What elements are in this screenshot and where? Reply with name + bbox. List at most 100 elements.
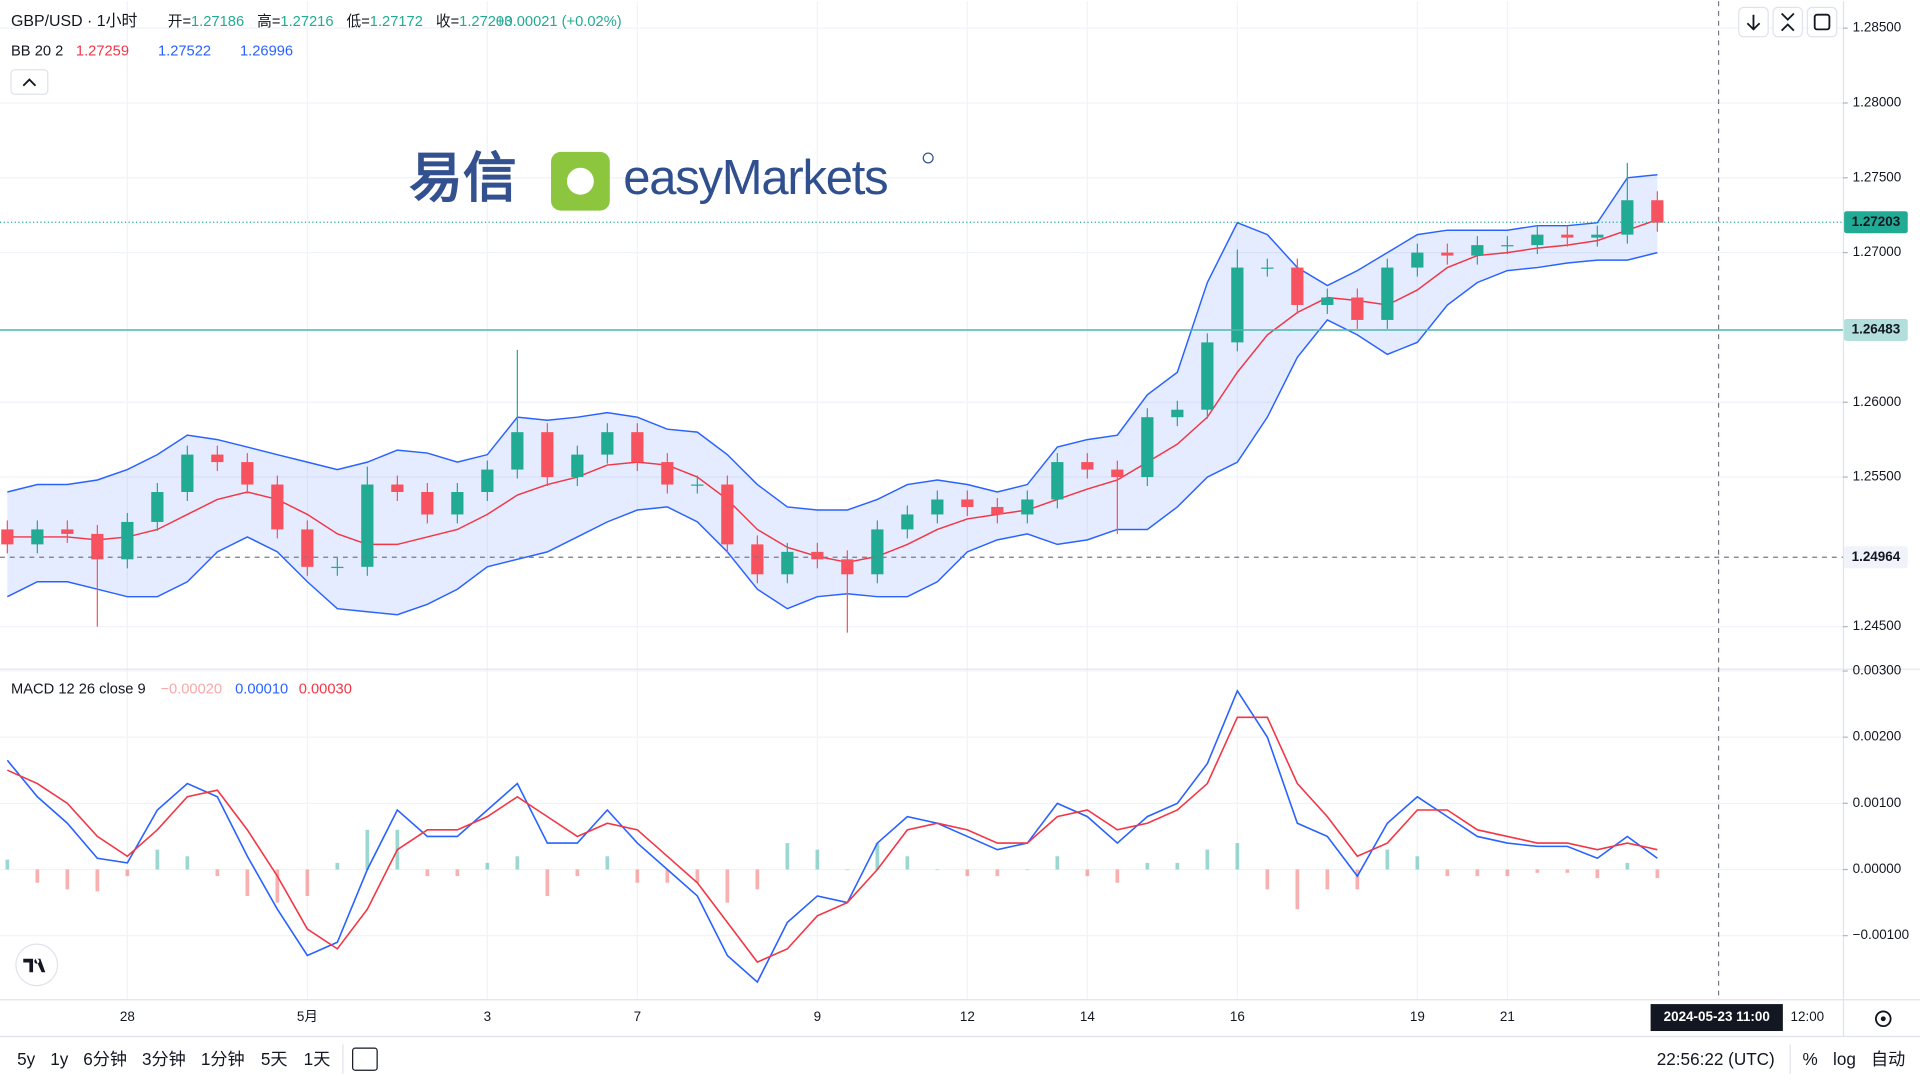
axis-option[interactable]: % (1802, 1049, 1817, 1069)
y-tick-label: 1.24500 (1853, 618, 1902, 633)
macd-histogram-bar (1535, 869, 1540, 873)
macd-histogram-bar (1355, 869, 1360, 890)
maximize-button[interactable] (1806, 6, 1838, 38)
range-button[interactable]: 5天 (261, 1049, 288, 1069)
candle-body (991, 506, 1004, 515)
y-tick-label: 0.00000 (1853, 861, 1902, 876)
macd-histogram-bar (155, 849, 160, 870)
candle-body (901, 514, 914, 530)
logo-dot (566, 167, 594, 195)
y-tick-label: 0.00100 (1853, 795, 1902, 810)
macd-histogram-bar (485, 862, 490, 870)
tv-logo-frame[interactable] (15, 943, 59, 987)
candle-body (421, 492, 434, 515)
last-price-badge (1844, 211, 1908, 234)
macd-histogram-bar (605, 856, 610, 870)
macd-histogram-bar (1175, 862, 1180, 870)
candle-body (1441, 252, 1454, 256)
ohlc-item: 收=1.27203 (436, 13, 512, 30)
bb-band-line (7, 174, 1658, 511)
candle-body (601, 432, 614, 455)
candle-body (1261, 267, 1274, 269)
ohlc-item: 低=1.27172 (347, 13, 423, 30)
collapse-button[interactable] (1772, 6, 1804, 38)
macd-signal-line (7, 716, 1658, 964)
button-frame[interactable] (10, 69, 49, 95)
crosshair-time: 2024-05-23 11:00 (1664, 1009, 1770, 1024)
y-tick-label: −0.00100 (1853, 927, 1910, 942)
candle-body (391, 484, 404, 493)
level-badge (1844, 318, 1908, 341)
ohlc-value: 1.27203 (459, 14, 512, 30)
macd-histogram-bar (665, 869, 670, 883)
range-button[interactable]: 3分钟 (142, 1049, 186, 1069)
candle-body (121, 521, 134, 560)
candle-body (151, 492, 164, 522)
axis-option[interactable]: 自动 (1871, 1049, 1905, 1069)
x-tick-label: 14 (1080, 1009, 1095, 1024)
candle-body (961, 499, 974, 507)
macd-histogram-bar (65, 869, 70, 890)
range-button[interactable]: 1y (50, 1049, 69, 1069)
ohlc-label: 开= (168, 14, 191, 30)
macd-histogram-bar (125, 869, 130, 877)
candle-body (931, 499, 944, 515)
macd-histogram-bar (5, 859, 10, 870)
candle-body (811, 551, 824, 560)
overlay: 1.28500 1.28000 1.27500 1.27000 1.26000 1.255… (0, 1, 1920, 1038)
macd-histogram-bar (1625, 862, 1630, 870)
macd-hist-value: −0.00020 (160, 681, 222, 697)
collapse-icon (1780, 12, 1795, 32)
candle-body (1351, 297, 1364, 320)
macd-histogram-bar (1025, 869, 1030, 871)
candle-body (1231, 267, 1244, 343)
y-tick-label: 1.27500 (1853, 169, 1902, 184)
settings-button[interactable] (1875, 1010, 1892, 1028)
macd-histogram-bar (725, 869, 730, 903)
ohlc-label: 低= (347, 13, 370, 30)
goto-date-icon[interactable] (352, 1047, 378, 1071)
macd-histogram-bar (875, 843, 880, 870)
ohlc-legend: 开=1.27186 高=1.27216 低=1.27172 收=1.27203 (168, 13, 513, 30)
candle-body (1081, 462, 1094, 470)
y-tick-label: 1.26000 (1853, 394, 1902, 409)
axis-option[interactable]: log (1833, 1049, 1856, 1069)
macd-histogram-bar (245, 869, 250, 896)
crosshair-price-label: 1.24964 (1852, 549, 1901, 564)
candle-body (91, 533, 104, 560)
range-button[interactable]: 6分钟 (83, 1049, 127, 1069)
candle-body (1291, 267, 1304, 305)
maximize-icon (1813, 13, 1831, 31)
y-tick-label: 1.28500 (1853, 20, 1902, 35)
range-button[interactable]: 1天 (304, 1049, 331, 1069)
range-button[interactable]: 1分钟 (201, 1049, 245, 1069)
x-tick-label: 12:00 (1791, 1009, 1825, 1024)
macd-histogram-bar (965, 869, 970, 877)
candle-body (1531, 234, 1544, 246)
macd-title: MACD 12 26 close 9 (11, 681, 146, 697)
macd-histogram-bar (185, 856, 190, 870)
macd-histogram-bar (695, 869, 700, 883)
gear-icon[interactable] (1875, 1010, 1892, 1028)
macd-histogram-bar (275, 869, 280, 903)
bottom-toolbar: 22:56:22 (UTC) 5y 1y 6分钟 3分钟 1分钟 5天 1天% log 自动 (17, 1044, 1905, 1074)
macd-signal-value: 0.00030 (299, 681, 352, 697)
collapse-legend-button[interactable] (10, 69, 49, 95)
bb-upper-value: 1.27522 (158, 43, 211, 59)
candle-body (871, 529, 884, 575)
macd-histogram-bar (1655, 869, 1660, 879)
macd-histogram-bar (905, 856, 910, 870)
tv-logo[interactable] (15, 943, 59, 987)
clock[interactable]: 22:56:22 (UTC) (1657, 1049, 1775, 1069)
indicator-title: BB 20 2 (11, 43, 63, 59)
macd-histogram-bar (335, 862, 340, 870)
x-tick-label: 5月 (297, 1009, 318, 1024)
x-tick-label: 7 (634, 1009, 641, 1024)
macd-histogram-bar (455, 869, 460, 877)
range-button[interactable]: 5y (17, 1049, 36, 1069)
candle-body (1471, 245, 1484, 256)
candle-body (1621, 200, 1634, 235)
bb-lower-value: 1.26996 (240, 43, 293, 59)
